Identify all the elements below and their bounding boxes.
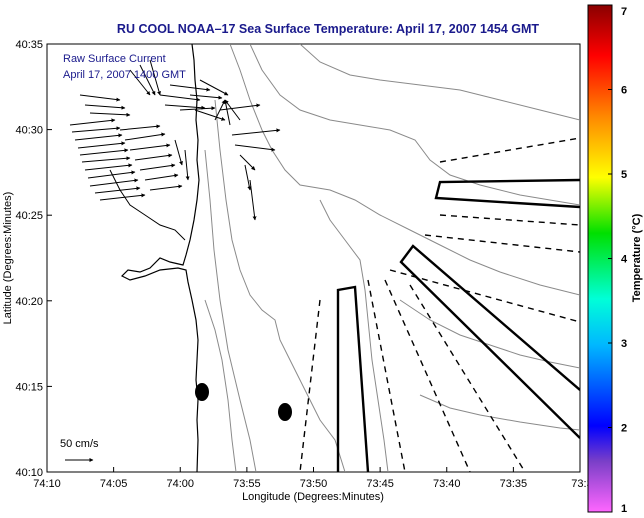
colorbar-tick-label: 2 bbox=[621, 423, 627, 435]
solid-sector-outlines bbox=[336, 178, 580, 472]
x-axis: 74:10 74:05 74:00 73:55 73:50 73:45 73:40 73:35… bbox=[33, 467, 593, 490]
y-tick-label: 40:10 bbox=[15, 467, 43, 479]
colorbar-tick-label: 6 bbox=[621, 85, 627, 97]
colorbar-tick-label: 5 bbox=[621, 169, 627, 181]
plot-area bbox=[46, 43, 581, 473]
x-tick-label: 73:45 bbox=[366, 478, 394, 490]
x-tick-label: 74:10 bbox=[33, 478, 61, 490]
x-tick-label: 73:35 bbox=[500, 478, 528, 490]
x-tick-label: 74:05 bbox=[100, 478, 128, 490]
colorbar-label: Temperature (°C) bbox=[631, 213, 643, 302]
map-layer: Raw Surface Current April 17, 2007 1400 … bbox=[60, 44, 580, 472]
legend-line-1: Raw Surface Current bbox=[63, 53, 166, 65]
chart-title: RU COOL NOAA–17 Sea Surface Temperature:… bbox=[117, 22, 540, 36]
coastline bbox=[120, 44, 200, 472]
current-vectors bbox=[69, 59, 281, 221]
dashed-sector-lines bbox=[299, 137, 580, 472]
scale-label: 50 cm/s bbox=[60, 438, 99, 450]
bathymetry-contours bbox=[204, 44, 580, 472]
y-tick-label: 40:15 bbox=[15, 381, 43, 393]
site-marker bbox=[195, 383, 209, 401]
x-tick-label: 73:3 bbox=[571, 478, 592, 490]
x-tick-label: 73:40 bbox=[433, 478, 461, 490]
y-axis-label: Latitude (Degrees:Minutes) bbox=[2, 192, 14, 325]
y-tick-label: 40:25 bbox=[15, 210, 43, 222]
y-tick-label: 40:30 bbox=[15, 125, 43, 137]
colorbar-tick-label: 4 bbox=[621, 254, 628, 266]
legend-line-2: April 17, 2007 1400 GMT bbox=[63, 69, 186, 81]
colorbar-tick-label: 7 bbox=[621, 6, 627, 18]
site-marker bbox=[278, 403, 292, 421]
colorbar-ticks: 1 2 3 4 5 6 7 bbox=[608, 4, 628, 515]
y-axis: 40:35 40:30 40:25 40:20 40:15 40:10 bbox=[15, 39, 52, 479]
x-tick-label: 73:55 bbox=[233, 478, 261, 490]
colorbar-tick-label: 1 bbox=[621, 503, 627, 515]
x-tick-label: 74:00 bbox=[166, 478, 194, 490]
colorbar-tick-label: 3 bbox=[621, 338, 627, 350]
x-axis-label: Longitude (Degrees:Minutes) bbox=[242, 491, 384, 503]
y-tick-label: 40:35 bbox=[15, 39, 43, 51]
x-tick-label: 73:50 bbox=[300, 478, 328, 490]
y-tick-label: 40:20 bbox=[15, 296, 43, 308]
